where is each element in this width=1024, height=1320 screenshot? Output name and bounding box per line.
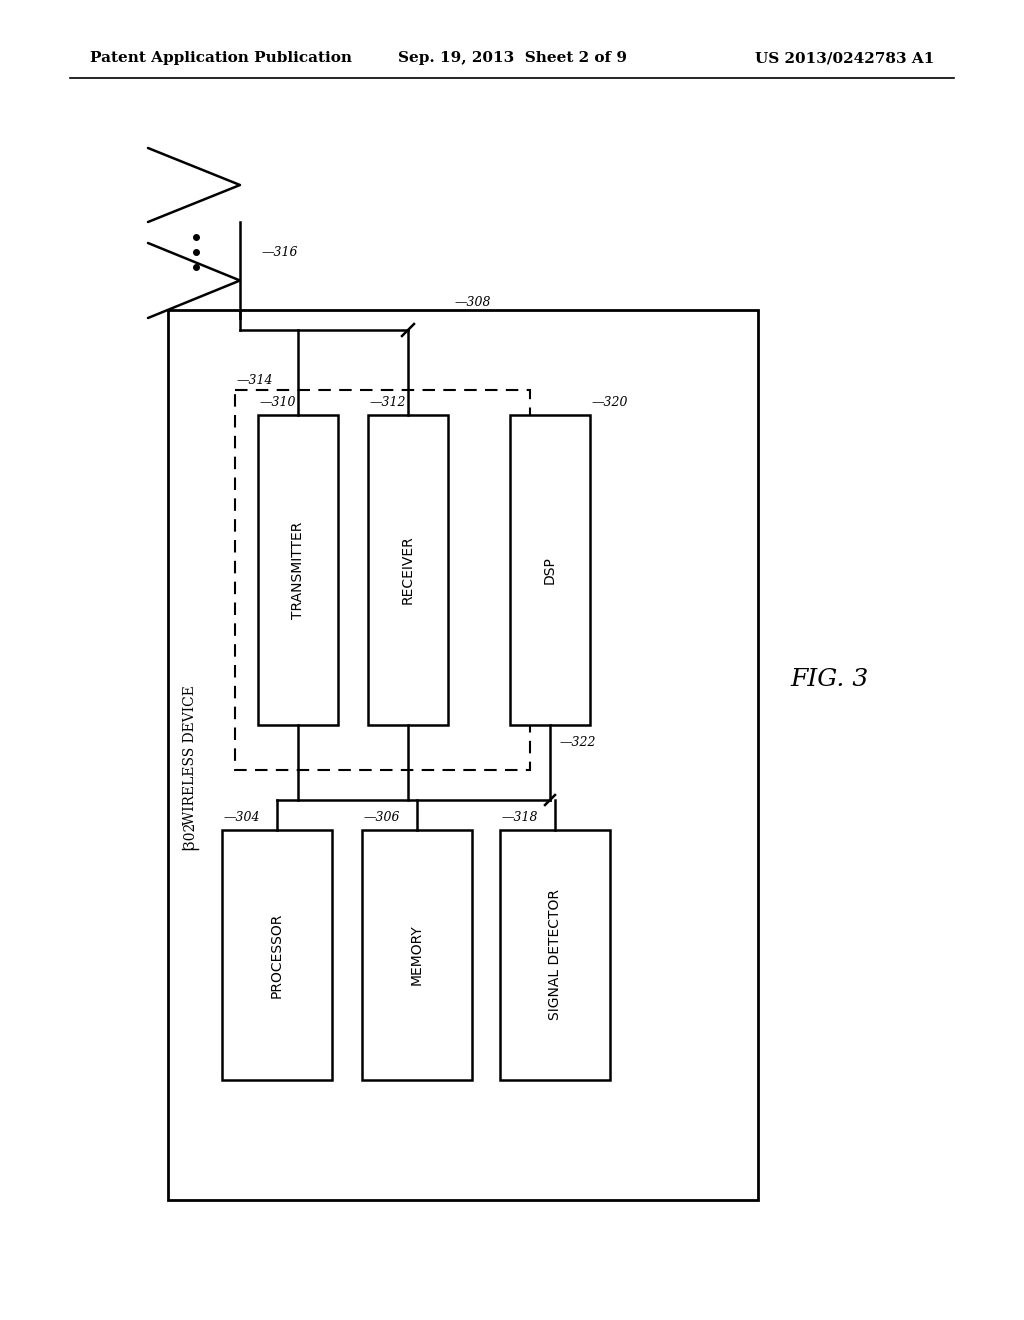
Bar bbox=[234, 389, 530, 770]
Text: —308: —308 bbox=[455, 296, 492, 309]
Text: 302: 302 bbox=[183, 822, 197, 849]
Text: —306: —306 bbox=[364, 810, 400, 824]
Text: —320: —320 bbox=[592, 396, 629, 409]
Bar bbox=[368, 414, 449, 725]
Text: PROCESSOR: PROCESSOR bbox=[270, 912, 284, 998]
Bar bbox=[222, 830, 332, 1080]
Text: FIG. 3: FIG. 3 bbox=[791, 668, 869, 692]
Text: Patent Application Publication: Patent Application Publication bbox=[90, 51, 352, 65]
Bar bbox=[500, 830, 610, 1080]
Text: —318: —318 bbox=[502, 810, 539, 824]
Text: —310: —310 bbox=[260, 396, 297, 409]
Bar bbox=[362, 830, 472, 1080]
Text: WIRELESS DEVICE: WIRELESS DEVICE bbox=[183, 685, 197, 825]
Text: RECEIVER: RECEIVER bbox=[401, 536, 415, 605]
Text: —316: —316 bbox=[262, 246, 299, 259]
Text: US 2013/0242783 A1: US 2013/0242783 A1 bbox=[755, 51, 934, 65]
Bar bbox=[510, 414, 590, 725]
Text: MEMORY: MEMORY bbox=[410, 924, 424, 985]
Text: —312: —312 bbox=[370, 396, 407, 409]
Text: TRANSMITTER: TRANSMITTER bbox=[291, 521, 305, 619]
Text: —314: —314 bbox=[237, 374, 273, 387]
Bar bbox=[258, 414, 338, 725]
Bar bbox=[168, 310, 758, 1200]
Text: Sep. 19, 2013  Sheet 2 of 9: Sep. 19, 2013 Sheet 2 of 9 bbox=[397, 51, 627, 65]
Text: —304: —304 bbox=[224, 810, 260, 824]
Text: SIGNAL DETECTOR: SIGNAL DETECTOR bbox=[548, 890, 562, 1020]
Text: —322: —322 bbox=[560, 735, 597, 748]
Text: DSP: DSP bbox=[543, 556, 557, 583]
